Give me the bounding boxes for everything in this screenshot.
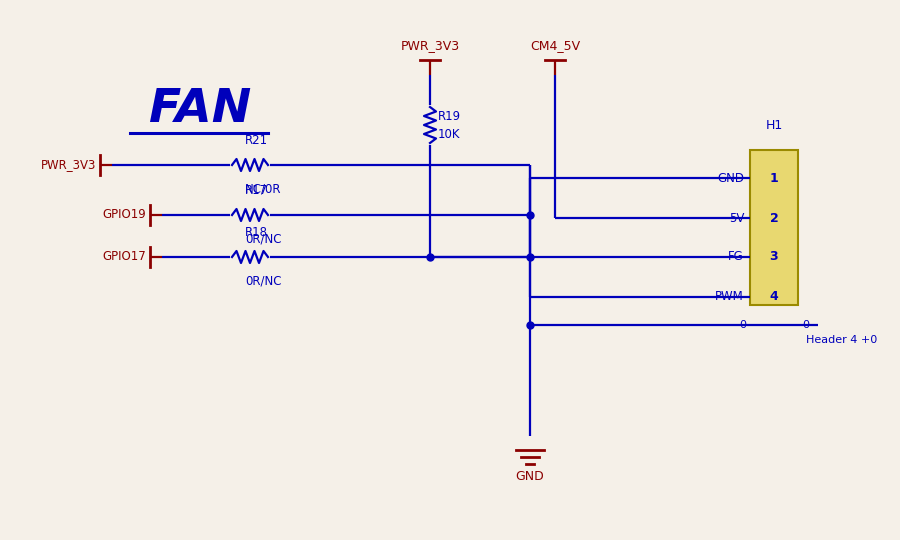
Text: GPIO17: GPIO17: [103, 251, 146, 264]
Text: 5V: 5V: [729, 212, 744, 225]
Text: R17: R17: [245, 184, 268, 197]
Bar: [750, 150, 798, 305]
Text: FAN: FAN: [148, 87, 251, 132]
Text: 1: 1: [770, 172, 778, 185]
Text: 0: 0: [739, 320, 746, 330]
Text: 4: 4: [770, 291, 778, 303]
Text: 10K: 10K: [438, 129, 461, 141]
Text: 3: 3: [770, 251, 778, 264]
Text: 0R/NC: 0R/NC: [245, 233, 282, 246]
Text: PWR_3V3: PWR_3V3: [40, 159, 96, 172]
Text: GPIO19: GPIO19: [103, 208, 146, 221]
Text: GND: GND: [717, 172, 744, 185]
Text: Header 4 +0: Header 4 +0: [806, 335, 878, 345]
Text: PWM: PWM: [716, 291, 744, 303]
Text: 0: 0: [802, 320, 809, 330]
Text: PWR_3V3: PWR_3V3: [400, 39, 460, 52]
Text: R19: R19: [438, 111, 461, 124]
Text: R21: R21: [245, 134, 268, 147]
Text: H1: H1: [765, 119, 783, 132]
Text: CM4_5V: CM4_5V: [530, 39, 581, 52]
Text: 0R/NC: 0R/NC: [245, 275, 282, 288]
Text: FG: FG: [728, 251, 744, 264]
Text: NC/0R: NC/0R: [245, 183, 282, 196]
Text: R18: R18: [245, 226, 268, 239]
Text: 2: 2: [770, 212, 778, 225]
Text: GND: GND: [516, 470, 544, 483]
